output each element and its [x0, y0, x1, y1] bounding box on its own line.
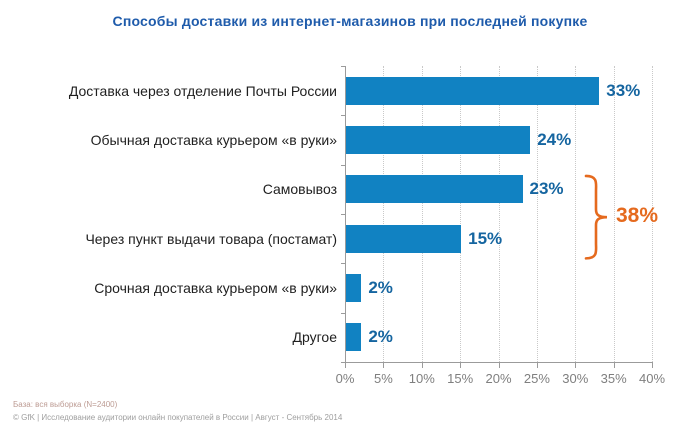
x-tick	[575, 363, 577, 368]
x-tick	[613, 363, 615, 368]
x-tick-label: 15%	[447, 371, 474, 386]
value-label: 2%	[368, 278, 393, 297]
y-tick	[341, 165, 345, 166]
x-tick-label: 35%	[600, 371, 627, 386]
gridline	[421, 66, 423, 362]
copyright-note: © GfK | Исследование аудитории онлайн по…	[13, 413, 343, 422]
gridline	[460, 66, 462, 362]
gridline	[613, 66, 615, 362]
x-tick-label: 30%	[562, 371, 589, 386]
group-bracket	[583, 173, 609, 261]
x-tick	[460, 363, 462, 368]
value-label: 23%	[529, 179, 564, 199]
x-tick	[421, 363, 423, 368]
y-tick	[341, 66, 345, 67]
value-label: 15%	[468, 228, 503, 248]
bar	[346, 274, 362, 302]
gridline	[575, 66, 577, 362]
y-tick	[341, 362, 345, 363]
value-label: 2%	[368, 327, 393, 347]
value-label: 24%	[537, 130, 572, 149]
bar	[346, 175, 523, 204]
x-tick-label: 5%	[373, 371, 393, 386]
x-tick	[498, 363, 500, 368]
x-tick	[652, 363, 653, 368]
x-tick	[383, 363, 385, 368]
gridline	[498, 66, 500, 362]
y-tick	[341, 263, 345, 264]
x-tick-label: 40%	[638, 371, 666, 386]
category-label: Через пункт выдачи товара (постамат)	[85, 230, 337, 247]
y-axis-line	[345, 66, 346, 363]
bar	[346, 76, 600, 105]
group-total-label: 38%	[616, 204, 659, 227]
gridline	[652, 66, 653, 362]
y-tick	[341, 115, 345, 116]
x-tick-label: 25%	[523, 371, 550, 386]
gridline	[383, 66, 385, 362]
x-tick	[345, 363, 346, 368]
category-label: Обычная доставка курьером «в руки»	[90, 131, 337, 148]
bar	[346, 224, 462, 253]
y-tick	[341, 214, 345, 215]
bar	[346, 126, 531, 154]
value-label: 33%	[606, 80, 641, 100]
category-label: Другое	[292, 329, 337, 346]
x-tick-label: 0%	[335, 371, 355, 386]
x-tick-label: 10%	[408, 371, 435, 386]
bar	[346, 323, 362, 352]
category-label: Самовывоз	[262, 181, 337, 198]
y-tick	[341, 313, 345, 314]
x-tick-label: 20%	[485, 371, 512, 386]
chart-title: Способы доставки из интернет-магазинов п…	[112, 13, 588, 29]
base-note: База: вся выборка (N=2400)	[13, 400, 118, 409]
category-label: Доставка через отделение Почты России	[68, 82, 337, 99]
x-axis-line	[345, 362, 653, 363]
gridline	[536, 66, 538, 362]
category-label: Срочная доставка курьером «в руки»	[94, 279, 337, 296]
x-tick	[536, 363, 538, 368]
